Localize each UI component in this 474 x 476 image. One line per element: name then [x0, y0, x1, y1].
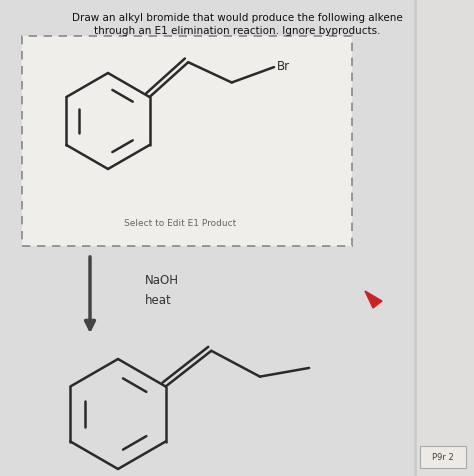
- Text: Draw an alkyl bromide that would produce the following alkene: Draw an alkyl bromide that would produce…: [72, 13, 402, 23]
- Text: Br: Br: [277, 60, 290, 73]
- Text: Select to Edit E1 Product: Select to Edit E1 Product: [124, 219, 237, 228]
- Text: P9r 2: P9r 2: [432, 453, 454, 462]
- Text: through an E1 elimination reaction. Ignore byproducts.: through an E1 elimination reaction. Igno…: [94, 26, 380, 36]
- FancyBboxPatch shape: [22, 36, 352, 246]
- FancyBboxPatch shape: [420, 446, 466, 468]
- Polygon shape: [365, 291, 382, 308]
- Bar: [415, 0, 474, 476]
- FancyArrowPatch shape: [85, 257, 94, 329]
- Text: NaOH: NaOH: [145, 274, 179, 287]
- Text: heat: heat: [145, 295, 172, 307]
